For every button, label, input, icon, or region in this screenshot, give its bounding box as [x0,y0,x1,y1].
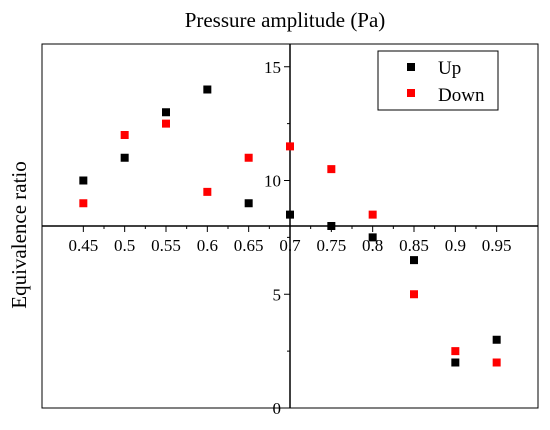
data-point-down [244,153,253,162]
y-axis-label: Equivalence ratio [7,161,31,309]
x-tick-label: 0.65 [234,236,264,255]
x-tick-label: 0.5 [114,236,135,255]
data-point-up [327,222,336,230]
x-tick-label: 0.95 [482,236,512,255]
legend-marker-down [407,89,415,97]
legend-marker-up [407,63,415,71]
y-tick-label: 5 [273,285,282,304]
data-point-up [492,335,501,344]
legend: Up Down [377,50,499,111]
data-point-up [410,256,418,265]
x-tick-label: 0.75 [316,236,346,255]
x-tick-label: 0.85 [399,236,429,255]
data-point-up [244,199,253,208]
data-point-down [410,290,418,299]
data-point-down [79,199,88,208]
data-points-layer [79,85,501,367]
x-tick-label: 0.55 [151,236,181,255]
data-point-up [286,210,294,219]
data-point-up [368,233,377,242]
legend-label-up: Up [438,58,461,79]
x-tick-label: 0.9 [445,236,466,255]
y-tick-label: 15 [264,58,281,77]
legend-box [377,50,499,111]
x-tick-label: 0.6 [197,236,218,255]
x-tick-label: 0.7 [279,236,301,255]
data-point-down [327,165,336,174]
data-point-up [451,358,460,367]
x-tick-label: 0.8 [362,236,383,255]
data-point-up [79,176,88,185]
y-tick-label: 0 [273,399,282,418]
data-point-down [492,358,501,367]
x-tick-label: 0.45 [68,236,98,255]
data-point-up [120,153,129,162]
data-point-up [203,85,212,94]
y-tick-label: 10 [264,172,281,191]
data-point-down [286,142,294,151]
data-point-down [120,131,129,139]
chart-title: Pressure amplitude (Pa) [185,8,386,32]
legend-label-down: Down [438,85,485,106]
data-point-up [162,108,170,117]
ticks-layer: 0.45 0.5 0.55 0.6 0.65 0.7 0.75 0.8 0.85 0.9 0.95 0… [68,58,511,418]
data-point-down [203,187,212,196]
data-point-down [162,119,170,128]
data-point-down [451,347,460,356]
data-point-down [368,210,377,219]
